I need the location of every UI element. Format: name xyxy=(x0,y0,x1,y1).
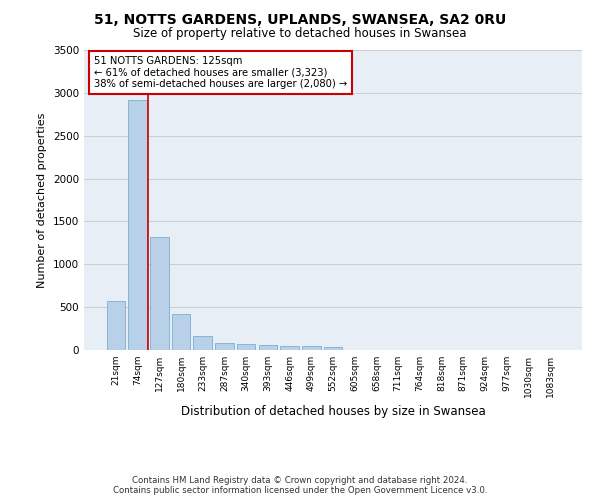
Text: 51 NOTTS GARDENS: 125sqm
← 61% of detached houses are smaller (3,323)
38% of sem: 51 NOTTS GARDENS: 125sqm ← 61% of detach… xyxy=(94,56,347,89)
Bar xyxy=(237,344,256,350)
X-axis label: Distribution of detached houses by size in Swansea: Distribution of detached houses by size … xyxy=(181,406,485,418)
Bar xyxy=(128,100,147,350)
Y-axis label: Number of detached properties: Number of detached properties xyxy=(37,112,47,288)
Bar xyxy=(150,237,169,350)
Text: 51, NOTTS GARDENS, UPLANDS, SWANSEA, SA2 0RU: 51, NOTTS GARDENS, UPLANDS, SWANSEA, SA2… xyxy=(94,12,506,26)
Bar xyxy=(215,342,233,350)
Bar xyxy=(302,346,320,350)
Bar xyxy=(193,336,212,350)
Text: Contains HM Land Registry data © Crown copyright and database right 2024.
Contai: Contains HM Land Registry data © Crown c… xyxy=(113,476,487,495)
Text: Size of property relative to detached houses in Swansea: Size of property relative to detached ho… xyxy=(133,28,467,40)
Bar xyxy=(280,346,299,350)
Bar xyxy=(172,314,190,350)
Bar xyxy=(324,346,342,350)
Bar xyxy=(107,301,125,350)
Bar xyxy=(259,345,277,350)
